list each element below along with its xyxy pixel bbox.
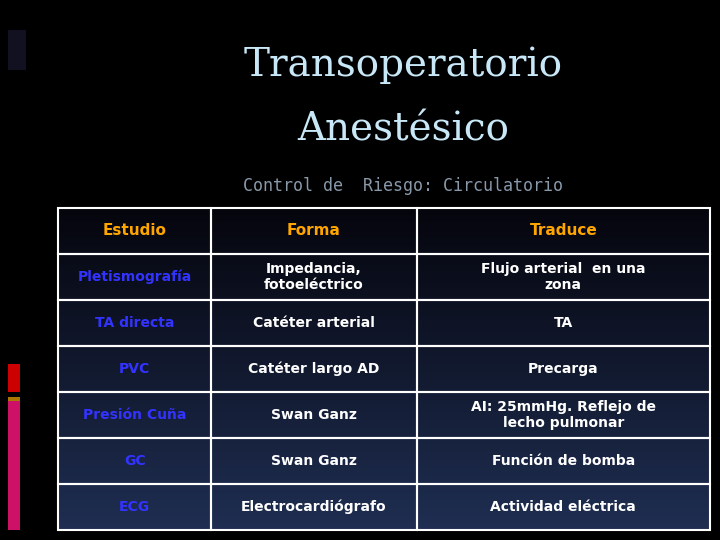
Text: AI: 25mmHg. Reflejo de
lecho pulmonar: AI: 25mmHg. Reflejo de lecho pulmonar — [471, 400, 656, 430]
Bar — [58, 392, 211, 438]
Text: Forma: Forma — [287, 224, 341, 238]
Bar — [211, 484, 417, 530]
Text: Swan Ganz: Swan Ganz — [271, 454, 357, 468]
Text: Pletismografía: Pletismografía — [78, 269, 192, 284]
Text: Impedancia,
fotoeléctrico: Impedancia, fotoeléctrico — [264, 262, 364, 292]
Bar — [211, 438, 417, 484]
Text: Actividad eléctrica: Actividad eléctrica — [490, 500, 636, 514]
Text: Función de bomba: Función de bomba — [492, 454, 635, 468]
Bar — [211, 392, 417, 438]
Text: Transoperatorio: Transoperatorio — [243, 46, 563, 84]
Text: Swan Ganz: Swan Ganz — [271, 408, 357, 422]
Text: Presión Cuña: Presión Cuña — [83, 408, 186, 422]
Text: Anestésico: Anestésico — [297, 111, 509, 148]
Bar — [417, 300, 710, 346]
Bar — [58, 438, 211, 484]
Bar — [417, 392, 710, 438]
Bar — [58, 254, 211, 300]
Bar — [417, 208, 710, 254]
Bar — [58, 484, 211, 530]
Text: Control de  Riesgo: Circulatorio: Control de Riesgo: Circulatorio — [243, 177, 563, 195]
Text: TA directa: TA directa — [95, 316, 174, 330]
Text: Flujo arterial  en una
zona: Flujo arterial en una zona — [481, 262, 646, 292]
Bar — [8, 401, 20, 530]
Text: Catéter largo AD: Catéter largo AD — [248, 362, 379, 376]
Bar — [417, 254, 710, 300]
Bar — [211, 254, 417, 300]
Bar — [58, 300, 211, 346]
Bar — [417, 484, 710, 530]
Text: Precarga: Precarga — [528, 362, 598, 376]
Text: Catéter arterial: Catéter arterial — [253, 316, 375, 330]
Text: PVC: PVC — [119, 362, 150, 376]
Text: Electrocardiógrafo: Electrocardiógrafo — [241, 500, 387, 514]
Bar — [8, 364, 20, 392]
Bar — [417, 346, 710, 392]
Text: TA: TA — [554, 316, 573, 330]
Bar — [211, 300, 417, 346]
Bar — [8, 396, 20, 420]
Bar — [58, 346, 211, 392]
Bar — [211, 208, 417, 254]
Bar — [211, 346, 417, 392]
Bar — [58, 208, 211, 254]
Text: Estudio: Estudio — [103, 224, 166, 238]
Text: Traduce: Traduce — [529, 224, 597, 238]
Bar — [417, 438, 710, 484]
Bar — [8, 30, 26, 70]
Text: ECG: ECG — [119, 500, 150, 514]
Text: GC: GC — [124, 454, 145, 468]
